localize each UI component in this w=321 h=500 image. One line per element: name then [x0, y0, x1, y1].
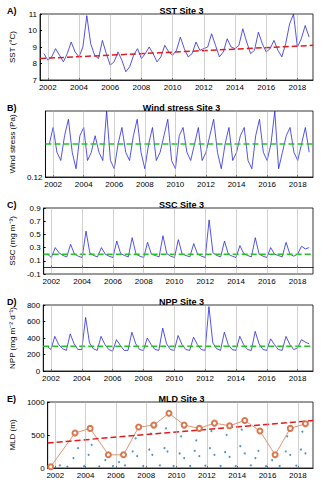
svg-text:2016: 2016: [258, 374, 276, 383]
svg-text:2012: 2012: [197, 180, 215, 189]
svg-text:2004: 2004: [73, 374, 91, 383]
svg-text:2016: 2016: [258, 180, 276, 189]
svg-text:0: 0: [40, 464, 45, 473]
svg-text:2002: 2002: [46, 471, 64, 480]
svg-text:NPP (mg m⁻² d⁻¹): NPP (mg m⁻² d⁻¹): [8, 307, 17, 369]
svg-text:2008: 2008: [135, 374, 153, 383]
svg-text:2008: 2008: [135, 277, 153, 286]
svg-text:600: 600: [27, 317, 41, 326]
svg-text:2010: 2010: [167, 180, 185, 189]
svg-text:2002: 2002: [42, 277, 60, 286]
svg-text:0.7: 0.7: [30, 217, 42, 226]
svg-text:SST Site 3: SST Site 3: [159, 6, 203, 16]
svg-text:2006: 2006: [107, 471, 125, 480]
svg-text:C): C): [7, 200, 17, 210]
svg-text:200: 200: [27, 350, 41, 359]
svg-text:2008: 2008: [136, 180, 154, 189]
svg-text:B): B): [7, 103, 17, 113]
svg-text:2004: 2004: [75, 180, 93, 189]
svg-text:2012: 2012: [195, 83, 213, 92]
svg-text:2002: 2002: [42, 374, 60, 383]
svg-text:2014: 2014: [228, 180, 246, 189]
svg-text:SST (°C): SST (°C): [8, 31, 17, 63]
svg-text:2006: 2006: [105, 180, 123, 189]
svg-text:SSC (mg m⁻³): SSC (mg m⁻³): [8, 216, 17, 266]
svg-text:2014: 2014: [227, 277, 245, 286]
svg-text:2010: 2010: [166, 277, 184, 286]
svg-text:2012: 2012: [198, 471, 216, 480]
svg-text:7: 7: [33, 76, 38, 85]
svg-text:0.5: 0.5: [30, 230, 42, 239]
svg-text:Wind stress (Pa): Wind stress (Pa): [8, 114, 17, 173]
svg-text:1000: 1000: [27, 398, 45, 407]
svg-text:2002: 2002: [44, 180, 62, 189]
svg-text:2018: 2018: [289, 374, 307, 383]
svg-text:800: 800: [27, 301, 41, 310]
svg-text:2014: 2014: [226, 83, 244, 92]
svg-text:2002: 2002: [39, 83, 57, 92]
svg-text:11: 11: [29, 10, 38, 19]
svg-text:2016: 2016: [257, 83, 275, 92]
svg-text:NPP Site 3: NPP Site 3: [159, 297, 204, 307]
svg-text:SSC Site 3: SSC Site 3: [159, 200, 204, 210]
svg-text:D): D): [7, 297, 17, 307]
svg-text:2014: 2014: [227, 374, 245, 383]
svg-text:2016: 2016: [259, 471, 277, 480]
svg-text:2012: 2012: [196, 277, 214, 286]
svg-text:2006: 2006: [101, 83, 119, 92]
svg-text:MLD (m): MLD (m): [8, 419, 17, 450]
svg-text:2018: 2018: [289, 471, 307, 480]
svg-text:400: 400: [27, 334, 41, 343]
svg-text:A): A): [7, 6, 17, 16]
svg-text:2018: 2018: [289, 180, 307, 189]
svg-text:E): E): [7, 394, 16, 404]
svg-text:Wind stress Site 3: Wind stress Site 3: [143, 103, 220, 113]
svg-text:-0.1: -0.1: [27, 270, 41, 279]
svg-text:2010: 2010: [164, 83, 182, 92]
svg-text:MLD Site 3: MLD Site 3: [158, 394, 204, 404]
svg-text:0.3: 0.3: [30, 243, 42, 252]
svg-text:2010: 2010: [168, 471, 186, 480]
svg-text:0.1: 0.1: [30, 256, 42, 265]
svg-text:2004: 2004: [70, 83, 88, 92]
svg-text:2018: 2018: [289, 83, 307, 92]
svg-text:2008: 2008: [133, 83, 151, 92]
svg-text:2012: 2012: [196, 374, 214, 383]
svg-text:2004: 2004: [77, 471, 95, 480]
svg-text:2006: 2006: [104, 277, 122, 286]
svg-text:8: 8: [33, 59, 38, 68]
svg-text:9: 9: [33, 43, 38, 52]
svg-text:0.12: 0.12: [27, 173, 43, 182]
svg-text:0: 0: [36, 367, 41, 376]
svg-text:2008: 2008: [137, 471, 155, 480]
svg-text:2006: 2006: [104, 374, 122, 383]
svg-text:0.9: 0.9: [30, 204, 42, 213]
svg-text:2010: 2010: [165, 374, 183, 383]
svg-text:2014: 2014: [228, 471, 246, 480]
svg-text:500: 500: [31, 431, 45, 440]
svg-text:2004: 2004: [73, 277, 91, 286]
svg-text:2016: 2016: [258, 277, 276, 286]
svg-text:2018: 2018: [289, 277, 307, 286]
svg-text:10: 10: [28, 26, 37, 35]
